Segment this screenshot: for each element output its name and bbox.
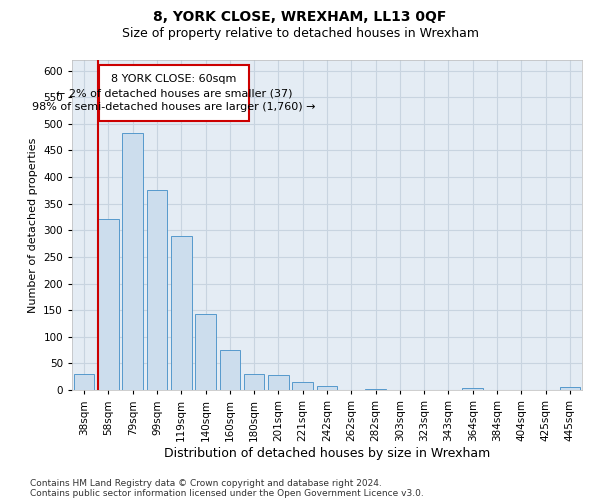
Bar [292,382,313,390]
Text: Size of property relative to detached houses in Wrexham: Size of property relative to detached ho… [121,28,479,40]
Bar [365,389,386,390]
Text: Contains HM Land Registry data © Crown copyright and database right 2024.: Contains HM Land Registry data © Crown c… [30,478,382,488]
Bar [268,375,289,390]
Bar [74,374,94,390]
Bar [98,218,119,390]
Bar [560,388,580,390]
Text: 8, YORK CLOSE, WREXHAM, LL13 0QF: 8, YORK CLOSE, WREXHAM, LL13 0QF [154,10,446,24]
Bar [146,190,167,390]
FancyBboxPatch shape [99,66,249,121]
Bar [220,350,240,390]
Bar [244,374,265,390]
Bar [317,386,337,390]
Bar [122,133,143,390]
Bar [195,314,216,390]
Text: 8 YORK CLOSE: 60sqm
← 2% of detached houses are smaller (37)
98% of semi-detache: 8 YORK CLOSE: 60sqm ← 2% of detached hou… [32,74,316,112]
Text: Contains public sector information licensed under the Open Government Licence v3: Contains public sector information licen… [30,488,424,498]
Y-axis label: Number of detached properties: Number of detached properties [28,138,38,312]
Bar [463,388,483,390]
X-axis label: Distribution of detached houses by size in Wrexham: Distribution of detached houses by size … [164,446,490,460]
Bar [171,236,191,390]
